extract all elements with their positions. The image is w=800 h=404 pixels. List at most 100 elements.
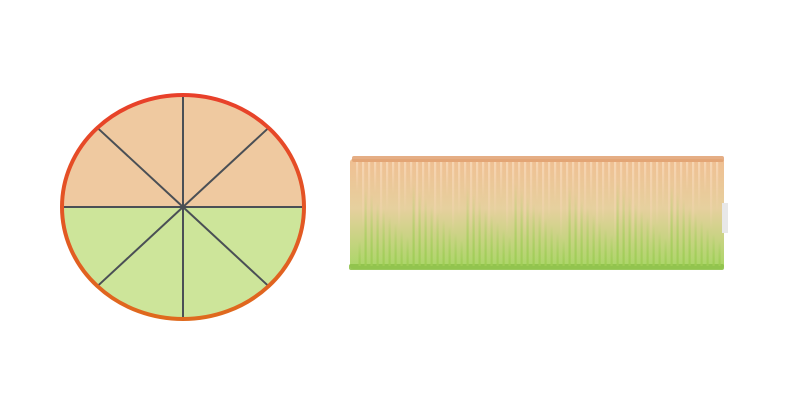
fringe-streak-dark: [623, 189, 625, 266]
fringe-streak-light: [428, 162, 430, 196]
fringe-streak-dark: [467, 187, 469, 266]
fringe-streak-dark: [587, 207, 589, 266]
fringe-streak-dark: [569, 186, 571, 266]
fringe-streak-light: [494, 162, 496, 218]
fringe-streak-light: [620, 162, 622, 225]
fringe-streak-light: [548, 162, 550, 221]
fringe-streak-light: [470, 162, 472, 235]
fringe-streak-dark: [419, 191, 421, 266]
fringe-streak-dark: [695, 213, 697, 266]
fringe-streak-dark: [563, 239, 565, 266]
fringe-streak-light: [632, 162, 634, 244]
fringe-streak-dark: [407, 237, 409, 266]
fringe-streak-dark: [389, 216, 391, 266]
fringe-streak-light: [686, 162, 688, 192]
fringe-streak-light: [392, 162, 394, 194]
fringe-streak-light: [674, 162, 676, 228]
fringe-streak-light: [506, 162, 508, 237]
fringe-streak-dark: [719, 241, 721, 266]
fringe-streak-light: [614, 162, 616, 243]
fringe-streak-dark: [359, 241, 361, 266]
fringe-streak-dark: [527, 197, 529, 266]
fringe-streak-light: [704, 162, 706, 193]
fringe-streak-dark: [707, 227, 709, 266]
fringe-streak-light: [560, 162, 562, 240]
fringe-streak-dark: [659, 231, 661, 266]
fringe-streak-dark: [401, 230, 403, 266]
fringe-streak-light: [584, 162, 586, 223]
fringe-streak-dark: [641, 210, 643, 266]
fringe-streak-dark: [533, 204, 535, 266]
fringe-streak-light: [710, 162, 712, 230]
fringed-strip: [349, 156, 728, 270]
fringe-streak-dark: [665, 238, 667, 266]
fringe-streak-dark: [515, 183, 517, 266]
fringe-streak-light: [410, 162, 412, 195]
fringe-streak-light: [554, 162, 556, 203]
fringe-streak-light: [566, 162, 568, 222]
fringe-streak-dark: [365, 188, 367, 266]
fringe-streak-dark: [629, 196, 631, 266]
fringe-streak-dark: [503, 229, 505, 266]
fringe-streak-light: [512, 162, 514, 219]
fringe-streak-dark: [509, 236, 511, 266]
fringe-streak-dark: [437, 212, 439, 266]
fringe-streak-dark: [593, 214, 595, 266]
fringe-streak-dark: [455, 233, 457, 266]
fringe-streak-dark: [473, 194, 475, 266]
fringe-streak-dark: [683, 199, 685, 266]
fringe-streak-dark: [539, 211, 541, 266]
fringe-streak-light: [524, 162, 526, 238]
fringe-streak-light: [542, 162, 544, 239]
fringe-streak-light: [452, 162, 454, 234]
fringe-streak-dark: [713, 234, 715, 266]
fringe-streak-light: [488, 162, 490, 236]
fringe-streak-light: [518, 162, 520, 201]
fringe-streak-dark: [383, 209, 385, 266]
fringe-streak-light: [590, 162, 592, 205]
segmented-circle: [60, 92, 306, 322]
fringe-streak-light: [698, 162, 700, 211]
fringe-streak-light: [476, 162, 478, 217]
fringe-streak-light: [440, 162, 442, 215]
fringe-streak-dark: [371, 195, 373, 266]
fringe-streak-dark: [605, 228, 607, 266]
fringe-streak-dark: [701, 220, 703, 266]
fringe-streak-light: [464, 162, 466, 198]
fringe-streak-light: [398, 162, 400, 231]
fringe-streak-light: [374, 162, 376, 193]
fringe-streak-light: [434, 162, 436, 233]
fringe-streak-light: [644, 162, 646, 208]
fringe-streak-light: [650, 162, 652, 245]
fringe-streak-light: [626, 162, 628, 207]
fringe-streak-dark: [575, 193, 577, 266]
fringe-streak-light: [668, 162, 670, 246]
fringe-streak-light: [422, 162, 424, 214]
fringe-streak-dark: [599, 221, 601, 266]
fringe-streak-dark: [497, 222, 499, 266]
fringe-streak-light: [662, 162, 664, 209]
fringe-streak-dark: [557, 232, 559, 266]
fringe-streak-dark: [449, 226, 451, 266]
fringe-streak-dark: [461, 240, 463, 266]
fringe-streak-dark: [479, 201, 481, 266]
fringe-streak-dark: [491, 215, 493, 266]
fringe-streak-light: [530, 162, 532, 220]
fringe-streak-light: [656, 162, 658, 227]
fringe-streak-dark: [689, 206, 691, 266]
fringe-streak-light: [500, 162, 502, 200]
strip-top-edge: [352, 156, 724, 162]
strip-right-tab: [722, 203, 728, 233]
fringe-streak-dark: [581, 200, 583, 266]
fringe-streak-light: [416, 162, 418, 232]
fringe-streak-dark: [551, 225, 553, 266]
fringe-streak-dark: [635, 203, 637, 266]
fringe-streak-light: [446, 162, 448, 197]
fringe-streak-light: [596, 162, 598, 242]
fringe-streak-dark: [413, 184, 415, 266]
fringe-streak-dark: [671, 185, 673, 266]
fringe-streak-dark: [443, 219, 445, 266]
fringe-streak-light: [458, 162, 460, 216]
fringe-streak-light: [578, 162, 580, 241]
